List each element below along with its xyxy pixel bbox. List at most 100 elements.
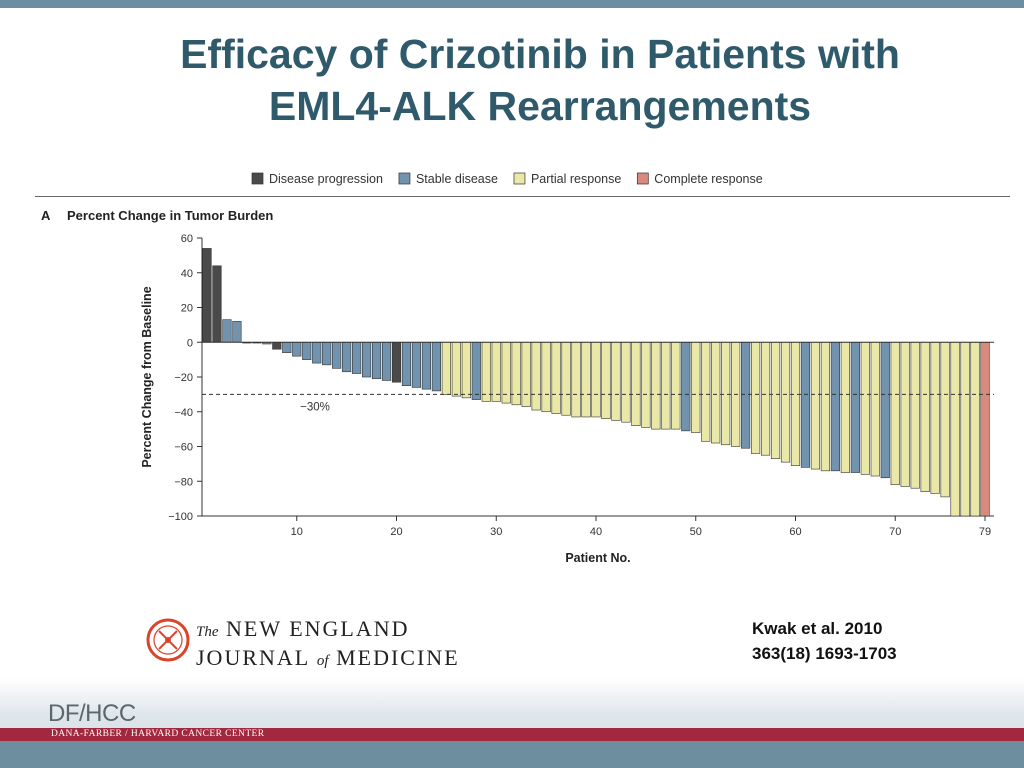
bar-patient-64 <box>830 341 840 472</box>
bar-patient-74 <box>930 341 940 494</box>
bar-patient-22 <box>411 341 422 388</box>
bar-patient-45 <box>641 341 651 428</box>
footer-center-name: DANA-FARBER / HARVARD CANCER CENTER <box>51 729 265 739</box>
slide-title-line2: EML4-ALK Rearrangements <box>268 83 812 129</box>
legend-label-stable: Stable disease <box>416 172 498 186</box>
footer-red-stripe <box>0 728 1024 741</box>
bar-patient-48 <box>671 341 681 430</box>
bar-patient-65 <box>840 341 850 473</box>
x-tick-label-60: 60 <box>789 526 801 538</box>
bar-patient-26 <box>451 341 461 397</box>
bar-patient-62 <box>810 341 821 470</box>
citation-authors: Kwak et al. 2010 <box>752 619 883 638</box>
legend-label-complete: Complete response <box>654 172 762 186</box>
bar-patient-42 <box>611 341 621 421</box>
bar-patient-43 <box>621 341 631 423</box>
bar-patient-50 <box>691 341 701 433</box>
bar-patient-49 <box>681 341 691 432</box>
slide-title-line1: Efficacy of Crizotinib in Patients with <box>180 31 900 77</box>
y-tick-label--60: −60 <box>174 442 193 454</box>
tumor-burden-waterfall-chart: Disease progression Stable disease Partial… <box>35 172 1010 565</box>
reference-line-group: −30% <box>202 393 994 413</box>
bar-patient-1 <box>202 248 212 343</box>
chart-panel-label: A <box>41 208 51 223</box>
citation-volume: 363(18) 1693-1703 <box>752 644 897 663</box>
bar-patient-3 <box>222 319 232 343</box>
bar-patient-75 <box>940 341 950 498</box>
x-tick-label-30: 30 <box>490 526 502 538</box>
x-tick-label-10: 10 <box>291 526 303 538</box>
bar-patient-70 <box>890 341 900 486</box>
bar-patient-20 <box>391 341 402 383</box>
citation: Kwak et al. 2010 363(18) 1693-1703 <box>752 616 897 666</box>
x-tick-label-70: 70 <box>889 526 901 538</box>
bar-patient-19 <box>381 341 392 381</box>
bar-patient-12 <box>312 341 322 364</box>
bar-patient-73 <box>920 341 930 492</box>
footer-bottom-bar <box>0 741 1024 768</box>
bar-patient-60 <box>790 341 801 466</box>
journal-wordmark: The NEW ENGLAND JOURNAL of MEDICINE <box>196 616 460 674</box>
journal-the: The <box>196 624 219 640</box>
top-accent-bar <box>0 0 1024 8</box>
bar-patient-30 <box>491 341 501 402</box>
y-axis: 60 40 20 0 −20 −40 −60 −80 −100 <box>168 233 203 523</box>
journal-of: of <box>316 653 329 669</box>
x-tick-label-20: 20 <box>390 526 402 538</box>
bar-patient-53 <box>721 341 731 446</box>
bar-patient-24 <box>431 341 441 392</box>
bar-patient-2 <box>212 265 222 343</box>
bar-patient-57 <box>760 341 771 456</box>
bar-patient-33 <box>521 341 531 407</box>
y-axis-label: Percent Change from Baseline <box>140 286 154 467</box>
chart-legend: Disease progression Stable disease Partial… <box>251 172 763 186</box>
bar-patient-58 <box>770 341 781 459</box>
bar-patient-71 <box>900 341 910 487</box>
bar-patient-37 <box>561 341 571 416</box>
bar-patient-8 <box>272 341 282 350</box>
bar-patient-69 <box>880 341 890 479</box>
bar-patient-14 <box>332 341 342 369</box>
journal-journal: JOURNAL <box>196 645 310 670</box>
bar-patient-56 <box>751 341 761 454</box>
bar-patient-51 <box>701 341 711 442</box>
nejm-seal-icon <box>146 618 190 662</box>
bar-patient-44 <box>631 341 641 426</box>
x-axis: 10 20 30 40 50 60 70 79 <box>202 515 994 538</box>
y-tick-label--80: −80 <box>174 476 193 488</box>
footer-logo: DF/HCC <box>48 700 136 727</box>
bar-patient-9 <box>282 341 292 353</box>
y-tick-label-0: 0 <box>187 337 193 349</box>
bar-patient-18 <box>371 341 382 380</box>
bar-patient-76 <box>950 341 960 517</box>
bar-patient-32 <box>511 341 521 406</box>
bar-patient-28 <box>471 341 481 400</box>
bar-patient-67 <box>860 341 870 475</box>
bar-patient-15 <box>342 341 352 373</box>
bar-patient-27 <box>461 341 471 399</box>
x-tick-label-40: 40 <box>590 526 602 538</box>
bar-patient-21 <box>401 341 412 386</box>
bar-patient-25 <box>441 341 451 395</box>
bar-patient-16 <box>352 341 362 374</box>
y-tick-label-60: 60 <box>181 233 193 245</box>
bar-patient-78 <box>970 341 980 517</box>
bar-patient-35 <box>541 341 551 413</box>
bar-patient-23 <box>421 341 432 390</box>
bar-patient-61 <box>800 341 811 468</box>
legend-swatch-stable <box>398 172 411 185</box>
journal-medicine: MEDICINE <box>336 645 460 670</box>
legend-swatch-partial <box>513 172 526 185</box>
bar-patient-10 <box>292 341 302 357</box>
journal-new-england: NEW ENGLAND <box>226 616 410 641</box>
x-tick-label-50: 50 <box>690 526 702 538</box>
slide-title: Efficacy of Crizotinib in Patients with … <box>90 28 990 132</box>
bar-patient-29 <box>481 341 491 402</box>
bar-patient-36 <box>551 341 561 414</box>
bar-patient-77 <box>960 341 970 517</box>
chart-title: Percent Change in Tumor Burden <box>67 208 273 223</box>
bar-patient-4 <box>232 321 242 343</box>
bar-patient-11 <box>302 341 312 360</box>
y-tick-label--40: −40 <box>174 407 193 419</box>
bar-patient-40 <box>591 341 601 418</box>
